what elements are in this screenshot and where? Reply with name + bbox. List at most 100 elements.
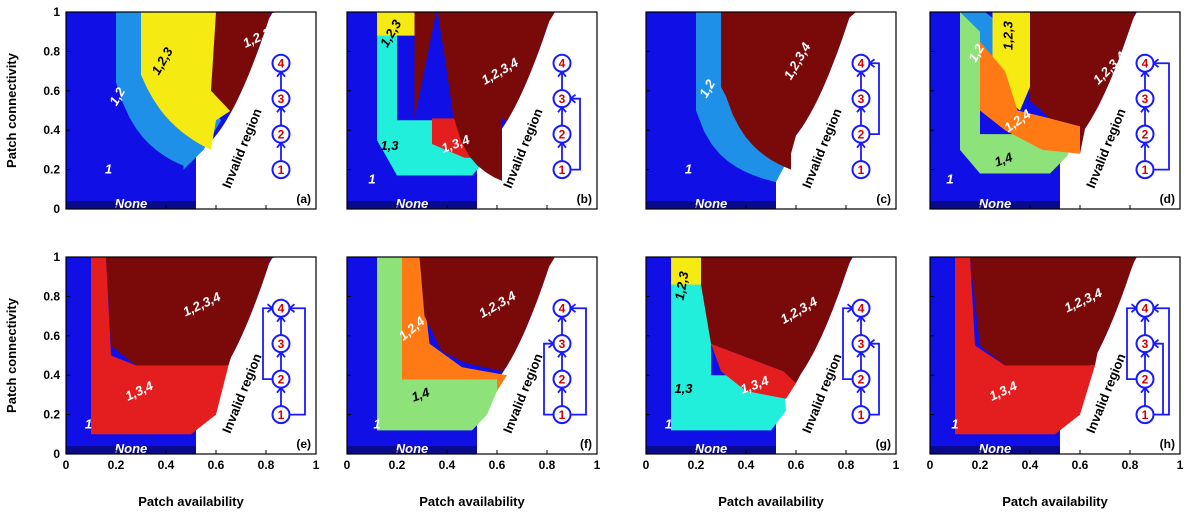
- network-link: [543, 342, 554, 416]
- network-node-label: 2: [1142, 128, 1149, 142]
- network-node: [851, 89, 871, 109]
- region-label: None: [396, 441, 429, 456]
- network-node-label: 2: [1142, 373, 1149, 387]
- x-tick-label: 1: [893, 458, 900, 472]
- network-node-label: 2: [858, 373, 865, 387]
- network-node: [851, 124, 871, 144]
- network-node: [552, 334, 572, 354]
- plot-frame: [929, 256, 1181, 455]
- panel-label: (f): [580, 437, 592, 451]
- region-none: [930, 446, 1060, 454]
- plot-frame: [65, 256, 317, 455]
- network-node-label: 2: [278, 128, 285, 142]
- y-tick-label: 0.4: [43, 123, 60, 137]
- plot-area: [347, 257, 597, 454]
- network-node-label: 1: [1142, 408, 1149, 422]
- region-label: 1: [946, 171, 953, 186]
- x-tick-label: 0: [344, 458, 351, 472]
- y-tick-label: 0.2: [43, 163, 60, 177]
- network-link: [1153, 307, 1170, 416]
- network-node-label: 1: [278, 408, 285, 422]
- network-node-label: 1: [559, 408, 566, 422]
- network-node-label: 3: [278, 337, 285, 351]
- network-node-label: 3: [858, 92, 865, 106]
- network-node-label: 3: [559, 92, 566, 106]
- region-none: [347, 446, 477, 454]
- x-axis-label: Patch availability: [1002, 494, 1108, 509]
- region-1-2-3-4: [414, 12, 597, 181]
- region-label: 1: [685, 162, 692, 177]
- panel-label: (e): [296, 437, 311, 451]
- network-node-label: 4: [278, 302, 285, 316]
- region-none: [347, 201, 477, 209]
- region-label: 1,3: [674, 381, 693, 396]
- y-tick-label: 0.6: [43, 329, 60, 343]
- network-node-label: 2: [278, 373, 285, 387]
- network-node: [851, 160, 871, 180]
- network-node: [552, 160, 572, 180]
- y-tick-label: 0.2: [43, 408, 60, 422]
- network-node-label: 4: [559, 302, 566, 316]
- network-node: [552, 53, 572, 73]
- region-label: None: [695, 196, 728, 211]
- network-node: [552, 124, 572, 144]
- network-node-label: 4: [278, 57, 285, 71]
- region-none: [66, 446, 196, 454]
- region-1-2-4: [980, 41, 1080, 154]
- plot-frame: [346, 256, 598, 455]
- region-label: 1: [368, 171, 375, 186]
- network-node-label: 4: [559, 57, 566, 71]
- panel-label: (a): [296, 192, 311, 206]
- network-link: [289, 307, 306, 416]
- network-node-label: 1: [559, 163, 566, 177]
- network-link: [570, 307, 587, 416]
- network-node: [851, 334, 871, 354]
- plot-frame: [346, 11, 598, 210]
- network-node-label: 2: [858, 128, 865, 142]
- network-node-label: 4: [1142, 302, 1149, 316]
- panel-label: (g): [876, 437, 891, 451]
- network-node: [851, 298, 871, 318]
- x-tick-label: 0.8: [539, 458, 556, 472]
- region-1-3-4: [91, 257, 229, 435]
- region-label: 1: [951, 416, 958, 431]
- x-tick-label: 0.8: [258, 458, 275, 472]
- x-tick-label: 0: [927, 458, 934, 472]
- network-node: [552, 405, 572, 425]
- x-tick-label: 1: [594, 458, 601, 472]
- x-tick-label: 0.4: [158, 458, 175, 472]
- y-tick-label: 0: [53, 447, 60, 461]
- x-tick-label: 0: [643, 458, 650, 472]
- plot-area: [66, 12, 316, 209]
- x-tick-label: 0.2: [972, 458, 989, 472]
- network-link: [842, 307, 853, 381]
- network-node: [552, 298, 572, 318]
- panel-label: (b): [577, 192, 592, 206]
- network-node: [271, 160, 291, 180]
- region-1-2-3-4: [1030, 12, 1180, 154]
- region-none: [66, 201, 196, 209]
- region-label: 1,2,3: [1001, 20, 1016, 50]
- network-node: [1135, 160, 1155, 180]
- region-1-2-3: [141, 12, 231, 150]
- network-node-label: 3: [1142, 92, 1149, 106]
- network-node: [271, 405, 291, 425]
- x-tick-label: 0.2: [389, 458, 406, 472]
- plot-frame: [645, 11, 897, 210]
- network-node-label: 1: [278, 163, 285, 177]
- plot-area: [646, 257, 896, 454]
- network-node: [271, 89, 291, 109]
- x-tick-label: 0.8: [838, 458, 855, 472]
- region-label: 1,2,3: [672, 269, 692, 301]
- network-link: [869, 62, 880, 136]
- plot-frame: [65, 11, 317, 210]
- plot-frame: [929, 11, 1181, 210]
- network-link: [262, 307, 273, 381]
- region-1-4: [377, 257, 502, 431]
- region-none: [930, 201, 1060, 209]
- network-node: [1135, 124, 1155, 144]
